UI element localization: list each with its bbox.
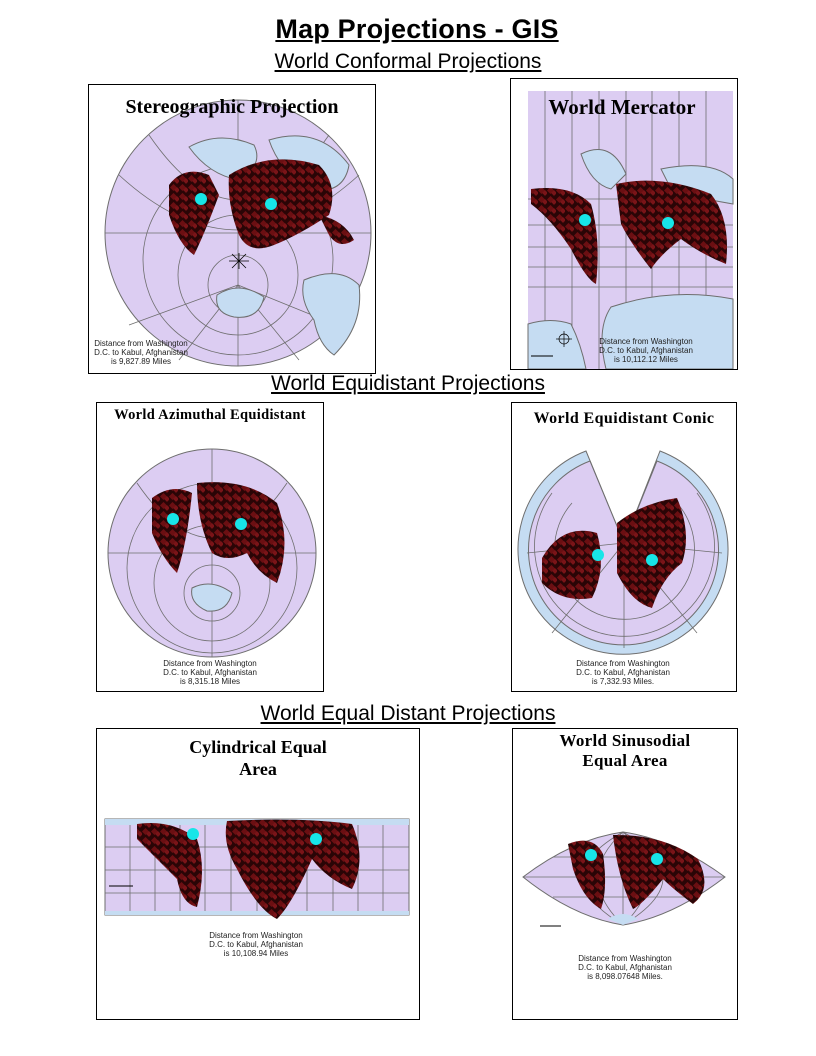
distance-label-conic: Distance from Washington D.C. to Kabul, …: [568, 659, 678, 686]
page-title: Map Projections - GIS: [275, 14, 559, 44]
mercator-map-graphic: [527, 91, 734, 369]
distance-value: is 10,108.94 Miles: [223, 949, 289, 958]
distance-label-mercator: Distance from Washington D.C. to Kabul, …: [591, 337, 701, 364]
cylindrical-map-graphic: [104, 818, 410, 919]
distance-label-azimuthal: Distance from Washington D.C. to Kabul, …: [155, 659, 265, 686]
map-panel-cylindrical-equal-area: Cylindrical Equal Area Distance from Was…: [96, 728, 420, 1020]
distance-line: Distance from Washington: [163, 659, 257, 668]
map-panel-equidistant-conic: World Equidistant Conic Distance from Wa…: [511, 402, 737, 692]
map-panel-stereographic: Stereographic Projection Distance from W…: [88, 84, 376, 374]
distance-label-sinusoidal: Distance from Washington D.C. to Kabul, …: [570, 954, 680, 981]
section-heading-equidistant: World Equidistant Projections: [271, 372, 545, 395]
map-title-mercator: World Mercator: [548, 95, 696, 119]
map-panel-mercator: World Mercator Distance from Washington …: [510, 78, 738, 370]
distance-line: Distance from Washington: [209, 931, 303, 940]
conic-map-graphic: [517, 450, 729, 655]
map-title-equidistant-conic: World Equidistant Conic: [533, 410, 715, 427]
title-line: Equal Area: [582, 751, 668, 771]
distance-line: Distance from Washington: [576, 659, 670, 668]
distance-line: D.C. to Kabul, Afghanistan: [599, 346, 693, 355]
map-title-stereographic: Stereographic Projection: [125, 96, 339, 118]
map-panel-sinusoidal-equal-area: World Sinusodial Equal Area Distance fro…: [512, 728, 738, 1020]
map-title-cylindrical-equal-area: Cylindrical Equal Area: [97, 737, 419, 780]
distance-line: D.C. to Kabul, Afghanistan: [163, 668, 257, 677]
distance-line: Distance from Washington: [578, 954, 672, 963]
distance-value: is 8,315.18 Miles: [179, 677, 241, 686]
sinusoidal-map-graphic: [522, 831, 726, 927]
title-line: World Sinusodial: [559, 731, 691, 750]
map-panel-azimuthal-equidistant: World Azimuthal Equidistant Distance fro…: [96, 402, 324, 692]
section-heading-equal-area: World Equal Distant Projections: [260, 702, 556, 725]
distance-line: D.C. to Kabul, Afghanistan: [209, 940, 303, 949]
distance-line: D.C. to Kabul, Afghanistan: [578, 963, 672, 972]
distance-line: Distance from Washington: [599, 337, 693, 346]
title-line: Cylindrical Equal: [189, 737, 327, 757]
map-title-azimuthal-equidistant: World Azimuthal Equidistant: [114, 407, 306, 423]
title-line: Area: [239, 758, 277, 779]
distance-label-cylindrical: Distance from Washington D.C. to Kabul, …: [201, 931, 311, 958]
distance-label-stereographic: Distance from Washington D.C. to Kabul, …: [91, 339, 191, 366]
distance-value: is 10,112.12 Miles: [614, 355, 678, 364]
distance-line: D.C. to Kabul, Afghanistan: [576, 668, 670, 677]
distance-line: Distance from Washington: [94, 339, 188, 348]
section-heading-conformal: World Conformal Projections: [274, 50, 542, 73]
distance-line: D.C. to Kabul, Afghanistan: [94, 348, 188, 357]
map-title-sinusoidal-equal-area: World Sinusodial Equal Area: [513, 731, 737, 772]
distance-value: is 9,827.89 Miles: [110, 357, 172, 366]
stereographic-map-graphic: [104, 99, 372, 367]
azimuthal-map-graphic: [107, 448, 317, 658]
distance-value: is 7,332.93 Miles.: [591, 677, 655, 686]
distance-value: is 8,098.07648 Miles.: [587, 972, 663, 981]
